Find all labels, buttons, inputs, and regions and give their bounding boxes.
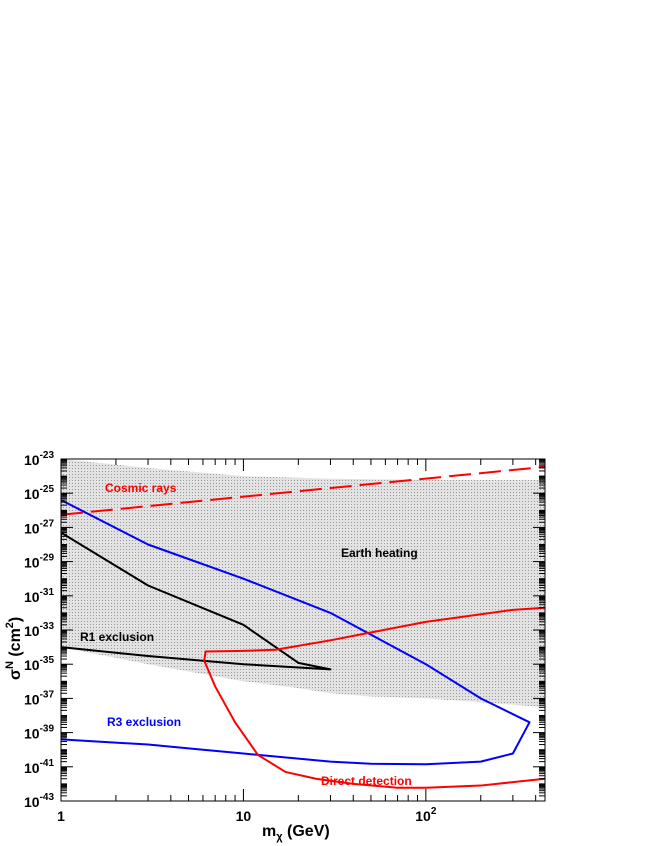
- y-tick-label: 10-35: [24, 655, 54, 673]
- series-r3-exclusion-line: [61, 499, 531, 766]
- annotation-r3-exclusion: R3 exclusion: [107, 715, 181, 729]
- plot-area: [61, 459, 545, 789]
- y-tick-label: 10-41: [24, 758, 54, 776]
- series-r1-exclusion-line: [61, 531, 332, 671]
- x-tick-label: 102: [415, 806, 437, 824]
- axes: 1 10 102 10-23 10-25 10-27 10-29 10-31 10-33 10-3…: [24, 450, 546, 824]
- annotations: Cosmic rays Earth heating R1 exclusion R…: [80, 481, 418, 788]
- y-tick-label: 10-27: [24, 518, 54, 536]
- y-tick-label: 10-29: [24, 553, 54, 571]
- series-earth-heating-region: [61, 459, 545, 708]
- x-tick-label: 1: [57, 808, 65, 824]
- annotation-direct-detection: Direct detection: [321, 774, 412, 788]
- annotation-cosmic-rays: Cosmic rays: [105, 481, 177, 495]
- y-tick-label: 10-25: [24, 484, 54, 502]
- series-direct-detection-line: [203, 606, 545, 789]
- annotation-earth-heating: Earth heating: [341, 546, 418, 560]
- y-tick-label: 10-43: [24, 792, 54, 810]
- y-axis-title: σN (cm2): [4, 617, 24, 680]
- y-tick-label: 10-23: [24, 450, 54, 468]
- series-cosmic-rays-line: [61, 465, 545, 516]
- y-tick-label: 10-31: [24, 587, 54, 605]
- y-tick-label: 10-37: [24, 689, 54, 707]
- y-tick-label: 10-39: [24, 724, 54, 742]
- x-tick-label: 10: [236, 808, 252, 824]
- y-tick-label: 10-33: [24, 621, 54, 639]
- annotation-r1-exclusion: R1 exclusion: [80, 630, 154, 644]
- x-axis-title: mχ (GeV): [262, 823, 330, 843]
